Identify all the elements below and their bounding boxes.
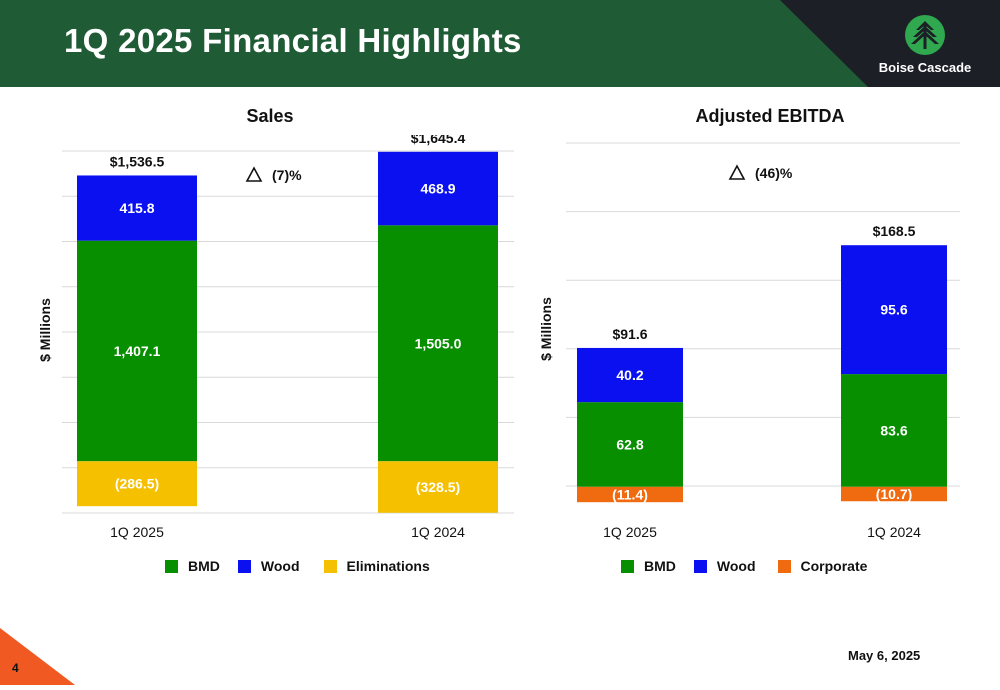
page-number: 4 <box>12 661 19 675</box>
ebitda-data-label: (10.7) <box>876 486 913 502</box>
legend-item-corporate: Corporate <box>777 558 868 574</box>
ebitda-chart: $ Millions (46)% 62.8 40.2 (11.4) $91.6 1Q 202… <box>538 142 960 540</box>
legend-label-eliminations: Eliminations <box>346 558 430 574</box>
sales-total-label: $1,536.5 <box>110 153 165 169</box>
ebitda-change-label: (46)% <box>755 165 793 181</box>
ebitda-category-label: 1Q 2025 <box>603 524 657 540</box>
sales-data-label: 415.8 <box>119 200 154 216</box>
sales-bar-bmd-1 <box>378 225 498 462</box>
legend-swatch-eliminations <box>323 559 337 573</box>
legend-swatch-bmd-ebitda <box>621 559 634 573</box>
legend-item-wood: Wood <box>237 558 300 574</box>
ebitda-triangle-icon <box>728 164 746 180</box>
sales-total-label: $1,645.4 <box>411 135 466 146</box>
sales-legend: BMD Wood Eliminations <box>165 558 448 574</box>
ebitda-bar-bmd-0 <box>577 402 683 487</box>
tree-icon <box>905 15 945 55</box>
legend-label-wood: Wood <box>260 558 300 574</box>
ebitda-total-label: $91.6 <box>612 326 647 342</box>
sales-data-label: 468.9 <box>420 181 455 197</box>
company-logo: Boise Cascade <box>860 14 990 80</box>
footer-date: May 6, 2025 <box>848 648 921 663</box>
sales-change-label: (7)% <box>272 167 302 183</box>
sales-category-label: 1Q 2025 <box>110 524 164 540</box>
ebitda-total-label: $168.5 <box>873 223 916 239</box>
sales-category-label: 1Q 2024 <box>411 524 465 540</box>
sales-data-label: (328.5) <box>416 479 460 495</box>
ebitda-data-label: 62.8 <box>616 436 643 452</box>
sales-data-label: 1,505.0 <box>415 335 462 351</box>
page-title: 1Q 2025 Financial Highlights <box>64 22 522 59</box>
legend-item-eliminations: Eliminations <box>323 558 430 574</box>
ebitda-data-label: 83.6 <box>880 422 907 438</box>
ebitda-data-label: (11.4) <box>612 487 648 503</box>
sales-ylabel: $ Millions <box>37 298 53 362</box>
legend-item-bmd: BMD <box>165 558 220 574</box>
ebitda-category-label: 1Q 2024 <box>867 524 921 540</box>
legend-swatch-wood <box>237 559 251 573</box>
legend-label-bmd: BMD <box>188 558 220 574</box>
ebitda-bar-corporate-1 <box>841 486 947 502</box>
legend-item-wood-ebitda: Wood <box>693 558 756 574</box>
legend-swatch-wood-ebitda <box>693 559 707 573</box>
ebitda-chart-title: Adjusted EBITDA <box>695 106 845 126</box>
sales-bar-eliminations-0 <box>77 461 197 507</box>
sales-data-label: (286.5) <box>115 476 159 492</box>
header-bar: 1Q 2025 Financial Highlights Boise Casca… <box>0 0 1000 87</box>
sales-bar-eliminations-1 <box>378 461 498 513</box>
legend-swatch-bmd <box>165 559 178 573</box>
ebitda-bar-corporate-0 <box>577 486 683 503</box>
legend-label-bmd-ebitda: BMD <box>644 558 676 574</box>
ebitda-bar-wood-0 <box>577 347 683 403</box>
legend-label-wood-ebitda: Wood <box>716 558 756 574</box>
corner-accent <box>0 628 75 685</box>
sales-bar-wood-0 <box>77 175 197 241</box>
legend-label-corporate: Corporate <box>800 558 868 574</box>
sales-chart-title: Sales <box>246 106 294 126</box>
sales-chart: $ Millions (7)% 1,407.1 415.8 (286.5) $1,536.… <box>37 135 514 540</box>
sales-bar-wood-1 <box>378 151 498 226</box>
sales-data-label: 1,407.1 <box>114 343 161 359</box>
legend-swatch-corporate <box>777 559 791 573</box>
ebitda-ylabel: $ Millions <box>538 297 554 361</box>
ebitda-data-label: 95.6 <box>880 302 907 318</box>
sales-bar-bmd-0 <box>77 240 197 462</box>
ebitda-legend: BMD Wood Corporate <box>621 558 885 574</box>
ebitda-bar-wood-1 <box>841 245 947 375</box>
ebitda-data-label: 40.2 <box>616 367 643 383</box>
sales-triangle-icon <box>245 166 263 182</box>
ebitda-bar-bmd-1 <box>841 374 947 487</box>
legend-item-bmd-ebitda: BMD <box>621 558 676 574</box>
logo-text: Boise Cascade <box>878 60 972 75</box>
